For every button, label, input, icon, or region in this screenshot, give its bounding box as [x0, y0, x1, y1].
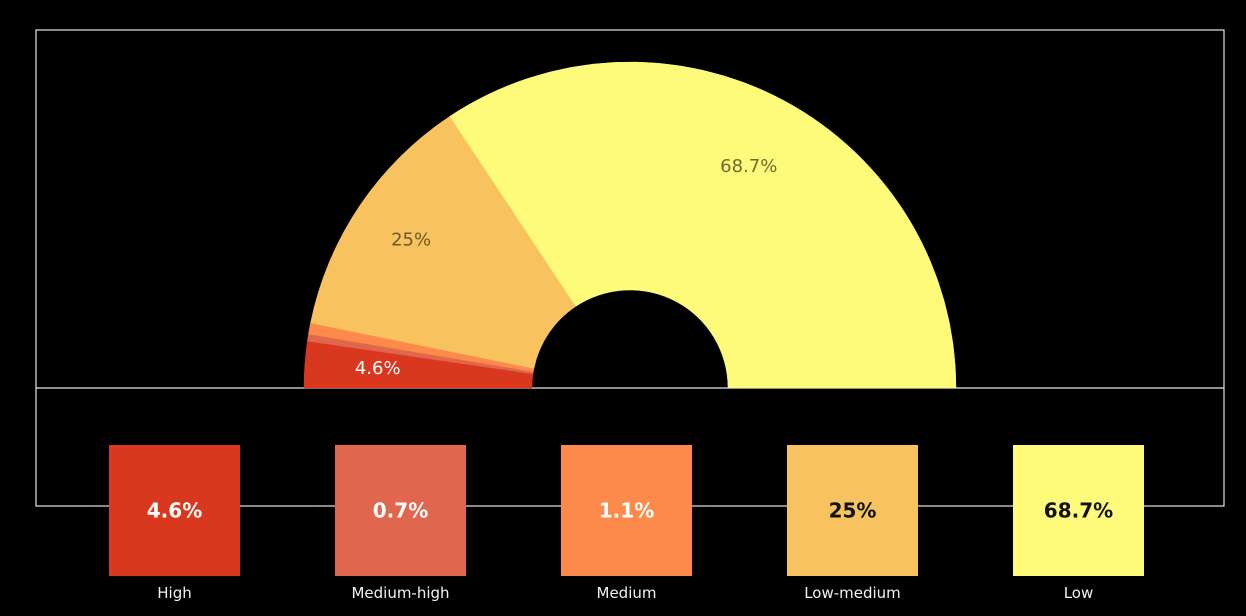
- legend-label: Low-medium: [804, 584, 901, 602]
- legend-label: High: [157, 584, 191, 602]
- legend-label: Medium-high: [351, 584, 449, 602]
- slice-label-high: 4.6%: [355, 358, 401, 379]
- legend-swatch: [335, 445, 466, 576]
- legend-item-high[interactable]: 4.6% High: [109, 445, 240, 602]
- legend-item-medium-high[interactable]: 0.7% Medium-high: [335, 445, 466, 602]
- slice-labels: 4.6% 25% 68.7%: [355, 156, 777, 379]
- legend-value: 25%: [829, 499, 877, 523]
- legend-swatch: [787, 445, 918, 576]
- legend-item-low[interactable]: 68.7% Low: [1013, 445, 1144, 602]
- legend-value: 1.1%: [599, 499, 654, 523]
- slices: [303, 61, 957, 389]
- legend-label: Medium: [597, 584, 657, 602]
- legend: 4.6% High 0.7% Medium-high 1.1% Medium 25% Low-…: [109, 445, 1144, 602]
- slice-label-low: 68.7%: [720, 156, 777, 177]
- legend-swatch: [1013, 445, 1144, 576]
- slice-low-medium[interactable]: [310, 115, 577, 369]
- slice-label-low-medium: 25%: [391, 229, 431, 250]
- legend-swatch: [109, 445, 240, 576]
- legend-swatch: [561, 445, 692, 576]
- legend-label: Low: [1064, 584, 1094, 602]
- legend-value: 4.6%: [147, 499, 202, 523]
- legend-item-low-medium[interactable]: 25% Low-medium: [787, 445, 918, 602]
- legend-value: 68.7%: [1044, 499, 1113, 523]
- legend-item-medium[interactable]: 1.1% Medium: [561, 445, 692, 602]
- legend-value: 0.7%: [373, 499, 428, 523]
- slice-low[interactable]: [449, 61, 957, 389]
